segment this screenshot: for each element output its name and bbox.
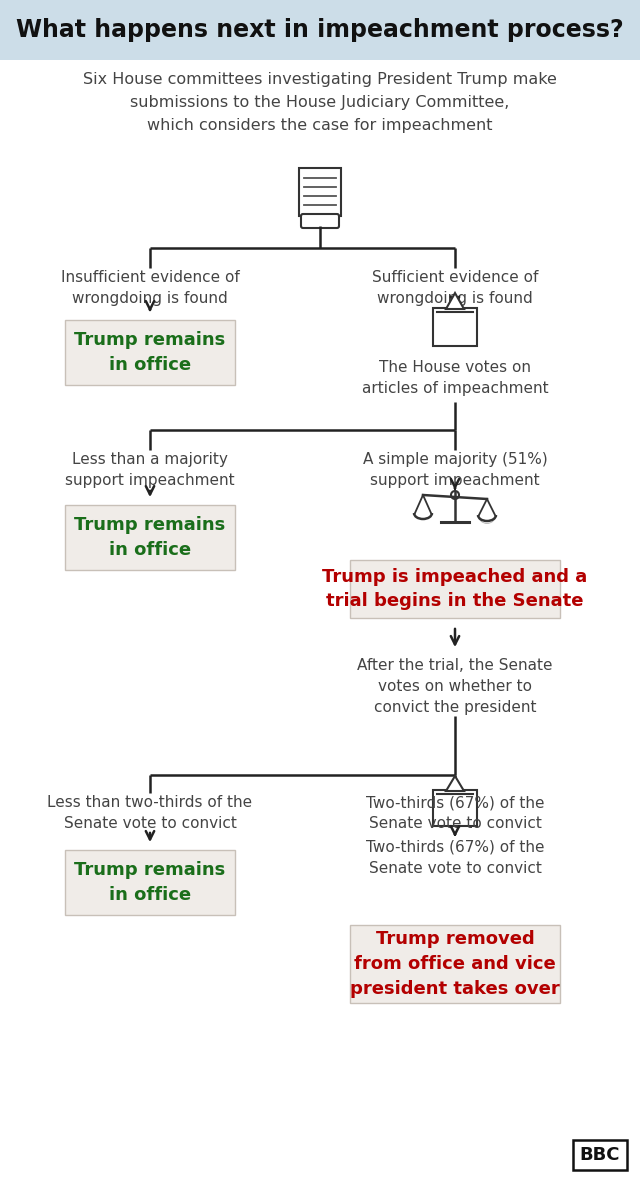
Text: Trump remains
in office: Trump remains in office bbox=[74, 331, 226, 374]
Wedge shape bbox=[478, 515, 496, 524]
Text: What happens next in impeachment process?: What happens next in impeachment process… bbox=[16, 18, 624, 41]
Text: Less than two-thirds of the
Senate vote to convict: Less than two-thirds of the Senate vote … bbox=[47, 795, 253, 831]
Bar bbox=[65, 320, 235, 385]
FancyBboxPatch shape bbox=[301, 214, 339, 228]
Bar bbox=[65, 505, 235, 570]
Text: Two-thirds (67%) of the
Senate vote to convict: Two-thirds (67%) of the Senate vote to c… bbox=[365, 795, 544, 831]
Text: Insufficient evidence of
wrongdoing is found: Insufficient evidence of wrongdoing is f… bbox=[61, 270, 239, 306]
Bar bbox=[65, 850, 235, 915]
Bar bbox=[433, 790, 477, 826]
Text: The House votes on
articles of impeachment: The House votes on articles of impeachme… bbox=[362, 360, 548, 396]
Text: Trump remains
in office: Trump remains in office bbox=[74, 861, 226, 904]
Polygon shape bbox=[446, 776, 464, 792]
Text: A simple majority (51%)
support impeachment: A simple majority (51%) support impeachm… bbox=[363, 451, 547, 488]
Bar bbox=[350, 925, 560, 1003]
Bar bbox=[350, 561, 560, 619]
Bar bbox=[433, 308, 477, 346]
Text: Two-thirds (67%) of the
Senate vote to convict: Two-thirds (67%) of the Senate vote to c… bbox=[365, 840, 544, 876]
Text: Trump is impeached and a
trial begins in the Senate: Trump is impeached and a trial begins in… bbox=[323, 568, 588, 610]
Text: Trump remains
in office: Trump remains in office bbox=[74, 515, 226, 559]
Text: Six House committees investigating President Trump make
submissions to the House: Six House committees investigating Presi… bbox=[83, 72, 557, 133]
Text: Less than a majority
support impeachment: Less than a majority support impeachment bbox=[65, 451, 235, 488]
Polygon shape bbox=[446, 293, 464, 309]
Text: After the trial, the Senate
votes on whether to
convict the president: After the trial, the Senate votes on whe… bbox=[357, 658, 553, 715]
Bar bbox=[0, 0, 640, 60]
Text: Sufficient evidence of
wrongdoing is found: Sufficient evidence of wrongdoing is fou… bbox=[372, 270, 538, 306]
Bar bbox=[299, 168, 341, 216]
Text: Trump removed
from office and vice
president takes over: Trump removed from office and vice presi… bbox=[350, 930, 560, 998]
Text: BBC: BBC bbox=[580, 1146, 620, 1164]
